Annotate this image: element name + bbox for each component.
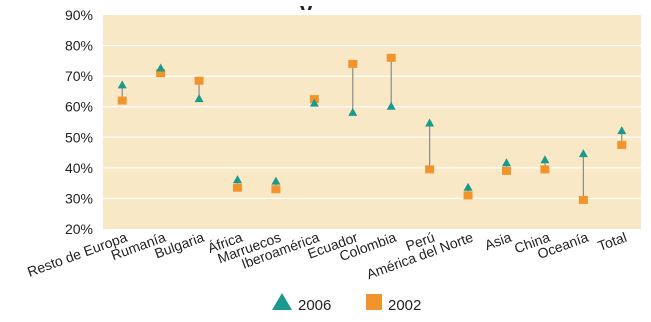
y-tick-label: 60% [65,99,93,115]
chart-title-fragment: y [300,0,520,10]
x-tick-label: Asia [482,229,513,253]
point-2006 [425,118,435,127]
point-2002 [425,165,435,174]
y-tick-label: 80% [65,38,93,54]
point-2006 [348,107,358,116]
point-2002 [617,140,627,149]
point-2002 [463,191,473,200]
point-2006 [617,126,627,135]
plot-area [103,15,641,229]
point-2002 [156,69,166,78]
point-2002 [578,195,588,204]
chart-title-text: y [300,0,312,10]
y-tick-label: 40% [65,160,93,176]
point-2002 [540,165,550,174]
y-tick-label: 70% [65,68,93,84]
y-tick-label: 20% [65,221,93,237]
point-2006 [578,149,588,158]
y-tick-label: 90% [65,7,93,23]
point-2006 [271,176,281,185]
legend-2002-icon [366,294,382,310]
point-2002 [194,76,204,85]
point-2002 [117,96,127,105]
point-2006 [540,155,550,164]
point-2002 [271,185,281,194]
legend-2006-label: 2006 [298,297,331,314]
point-2006 [502,158,511,167]
point-2002 [502,166,511,175]
point-2006 [386,101,396,110]
point-2002 [348,59,358,68]
point-2006 [233,175,242,184]
point-2006 [463,182,473,191]
point-2002 [386,53,396,62]
point-2006 [309,98,319,107]
point-2006 [117,80,127,89]
point-2006 [194,94,204,103]
point-2002 [233,183,242,192]
legend-2002-label: 2002 [388,297,421,314]
y-tick-label: 30% [65,190,93,206]
x-tick-label: Total [596,229,629,254]
point-2006 [156,63,166,72]
legend-2006-icon [272,293,292,310]
y-tick-label: 50% [65,129,93,145]
